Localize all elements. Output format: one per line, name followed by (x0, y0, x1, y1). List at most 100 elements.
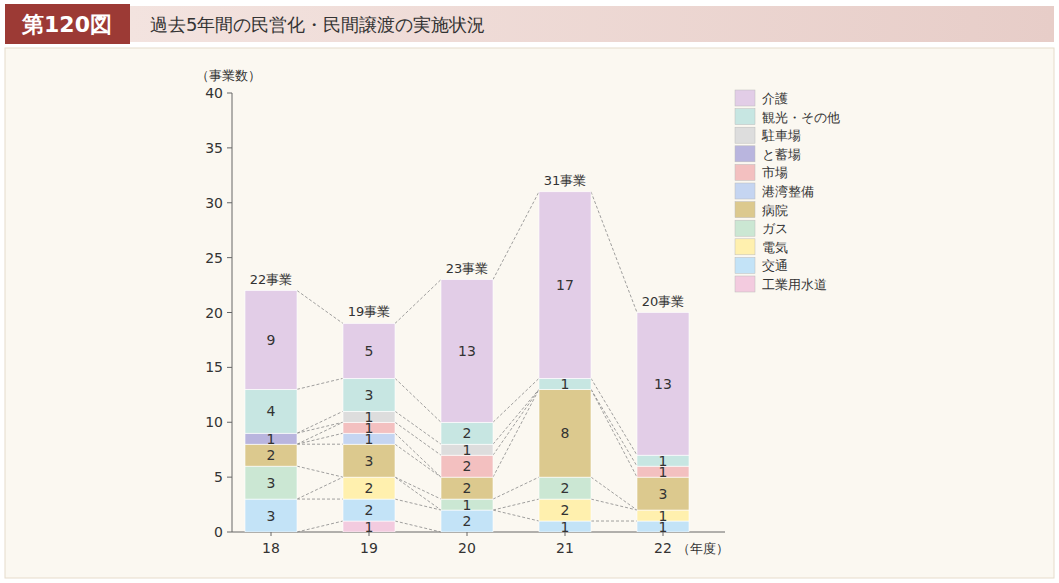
total-label: 23事業 (446, 261, 489, 276)
data-label: 4 (267, 403, 276, 419)
data-label: 1 (561, 376, 570, 392)
bar-segment (343, 444, 395, 477)
x-tick-label: 18 (262, 540, 280, 556)
data-label: 2 (365, 480, 374, 496)
data-label: 1 (659, 508, 668, 524)
y-tick (227, 202, 232, 203)
data-label: 5 (365, 343, 374, 359)
connector (493, 510, 539, 521)
connector (297, 444, 343, 445)
legend-swatch (735, 183, 755, 199)
legend-label: 観光・その他 (762, 110, 840, 125)
bar-segment (245, 444, 297, 466)
connector (591, 389, 637, 466)
connector (297, 422, 343, 433)
data-label: 2 (561, 502, 570, 518)
legend-label: 交通 (762, 258, 788, 273)
bar-segment (441, 510, 493, 532)
connector (493, 389, 539, 455)
figure-number: 第120図 (21, 12, 112, 37)
connector (297, 499, 343, 500)
connector (395, 411, 441, 444)
legend-label: 駐車場 (761, 128, 801, 143)
connector (591, 477, 637, 510)
bar-segment (637, 477, 689, 510)
legend-swatch (735, 109, 755, 125)
total-label: 20事業 (642, 294, 685, 309)
x-tick-label: 21 (556, 540, 574, 556)
bar-segment (539, 389, 591, 477)
legend-swatch (735, 90, 755, 106)
data-label: 2 (561, 480, 570, 496)
bar-segment (343, 378, 395, 411)
connector (297, 466, 343, 477)
connector (591, 499, 637, 510)
y-tick (227, 312, 232, 313)
data-label: 3 (267, 475, 276, 491)
connector (395, 280, 441, 324)
data-label: 2 (365, 502, 374, 518)
connector (297, 378, 343, 389)
data-label: 2 (463, 513, 472, 529)
connector (297, 433, 343, 444)
bar-segment (245, 499, 297, 532)
connectors (297, 192, 637, 532)
y-tick (227, 477, 232, 478)
data-label: 1 (659, 453, 668, 469)
y-tick-label: 25 (205, 250, 223, 266)
bar-segment (245, 466, 297, 499)
data-label: 2 (463, 425, 472, 441)
bar-segment (441, 280, 493, 423)
connector (493, 389, 539, 444)
data-label: 2 (267, 447, 276, 463)
x-tick-label: 19 (360, 540, 378, 556)
y-tick (227, 422, 232, 423)
title-band (130, 6, 1054, 42)
connector (297, 422, 343, 444)
legend-swatch (735, 146, 755, 162)
connector (493, 389, 539, 477)
data-label: 13 (654, 376, 672, 392)
data-label: 3 (365, 453, 374, 469)
bar-segment (539, 192, 591, 379)
legend-swatch (735, 127, 755, 143)
connector (591, 192, 637, 313)
bars (245, 192, 689, 532)
data-label: 13 (458, 343, 476, 359)
data-label: 1 (267, 431, 276, 447)
figure-number-box (5, 4, 130, 44)
connector (297, 477, 343, 499)
x-tick-label: 20 (458, 540, 476, 556)
bar-segment (441, 455, 493, 477)
data-label: 1 (365, 519, 374, 535)
data-label: 3 (659, 486, 668, 502)
connector (395, 521, 441, 532)
legend-label: 港湾整備 (762, 184, 814, 199)
connector (493, 499, 539, 510)
total-label: 31事業 (544, 173, 587, 188)
legend: 介護観光・その他駐車場と蓄場市場港湾整備病院ガス電気交通工業用水道 (735, 90, 840, 292)
y-tick (227, 257, 232, 258)
legend-swatch (735, 202, 755, 218)
connector (297, 291, 343, 324)
bar-segment (245, 291, 297, 390)
y-tick-label: 40 (205, 85, 223, 101)
connector (395, 378, 441, 422)
data-label: 3 (267, 508, 276, 524)
connector (395, 477, 441, 510)
connector (395, 433, 441, 477)
chart: 第120図過去5年間の民営化・民間譲渡の実施状況0510152025303540… (0, 0, 1059, 583)
background (0, 0, 1059, 583)
bar-segment (343, 477, 395, 499)
data-label: 1 (561, 519, 570, 535)
data-label: 3 (365, 387, 374, 403)
data-label: 9 (267, 332, 276, 348)
data-label: 1 (365, 409, 374, 425)
y-tick (227, 367, 232, 368)
legend-label: 市場 (762, 165, 788, 180)
y-axis-label: （事業数） (196, 68, 261, 83)
bar-segment (343, 499, 395, 521)
y-tick (227, 532, 232, 533)
connector (297, 411, 343, 433)
connector (493, 192, 539, 280)
